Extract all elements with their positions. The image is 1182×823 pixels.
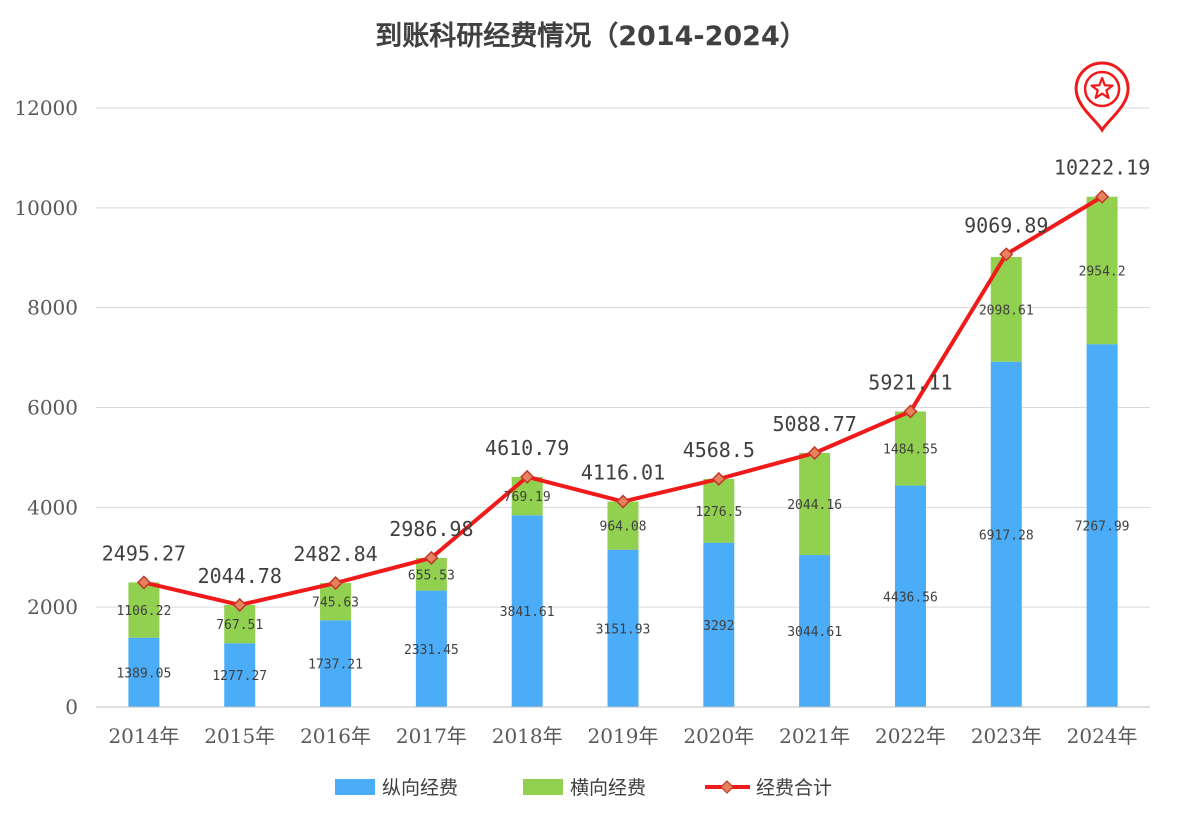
y-tick-label: 8000 <box>27 296 78 320</box>
bar-label-zongxiang: 4436.56 <box>883 590 938 605</box>
legend-label-total: 经费合计 <box>756 777 832 799</box>
total-point <box>903 404 918 419</box>
legend: 纵向经费 横向经费 经费合计 <box>335 777 832 799</box>
y-tick-label: 0 <box>65 695 78 719</box>
bar-zongxiang <box>320 620 352 707</box>
bar-hengxiang <box>703 478 735 543</box>
bar-label-hengxiang: 767.51 <box>216 618 263 633</box>
bar-zongxiang <box>607 549 639 707</box>
legend-swatch-zongxiang <box>335 779 375 795</box>
bar-label-hengxiang: 1484.55 <box>883 442 938 457</box>
total-point <box>136 575 151 590</box>
x-axis: 2014年 2015年 2016年 2017年 2018年 2019年 2020年 2021年… <box>96 706 1150 748</box>
bar-hengxiang <box>1086 196 1118 345</box>
pin-ring <box>1083 70 1121 108</box>
x-tick-label: 2017年 <box>396 724 467 748</box>
bar-zongxiang <box>1086 344 1118 707</box>
x-tick-label: 2018年 <box>492 724 563 748</box>
bar-zongxiang <box>415 590 447 707</box>
legend-swatch-hengxiang <box>523 779 563 795</box>
bar-label-zongxiang: 3292 <box>703 619 734 634</box>
y-tick-label: 12000 <box>14 96 78 120</box>
bar-hengxiang <box>607 501 639 550</box>
x-tick-label: 2014年 <box>108 724 179 748</box>
total-label: 5921.11 <box>868 370 952 394</box>
total-label: 4568.5 <box>683 438 755 462</box>
bar-label-hengxiang: 964.08 <box>600 520 647 535</box>
total-label: 5088.77 <box>772 412 856 436</box>
y-tick-label: 6000 <box>27 396 78 420</box>
total-point <box>615 494 631 509</box>
y-tick-label: 10000 <box>14 196 78 220</box>
x-tick-label: 2015年 <box>204 724 275 748</box>
y-tick-label: 2000 <box>27 595 78 619</box>
bar-zongxiang <box>703 542 735 707</box>
total-label: 4610.79 <box>485 436 569 460</box>
bar-zongxiang <box>799 555 831 707</box>
total-point <box>424 550 439 565</box>
bar-label-zongxiang: 3151.93 <box>596 622 651 637</box>
x-tick-label: 2019年 <box>588 724 659 748</box>
bar-label-hengxiang: 1276.5 <box>695 505 742 520</box>
bar-zongxiang <box>990 361 1022 707</box>
bar-label-zongxiang: 6917.28 <box>979 528 1034 543</box>
bar-zongxiang <box>511 515 543 707</box>
bar-label-zongxiang: 3044.61 <box>787 625 842 640</box>
bar-label-hengxiang: 769.19 <box>504 490 551 505</box>
bar-label-hengxiang: 1106.22 <box>117 604 172 619</box>
bar-label-zongxiang: 2331.45 <box>404 643 459 658</box>
chart-title: 到账科研经费情况（2014-2024） <box>375 21 807 52</box>
total-label: 2044.78 <box>198 564 282 588</box>
total-point <box>520 469 535 484</box>
bar-label-hengxiang: 2044.16 <box>787 498 842 513</box>
legend-label-zongxiang: 纵向经费 <box>382 777 458 799</box>
x-tick-label: 2024年 <box>1067 724 1138 748</box>
total-label: 2495.27 <box>102 541 186 565</box>
y-tick-label: 4000 <box>27 495 78 519</box>
bar-label-hengxiang: 745.63 <box>312 596 359 611</box>
bar-label-zongxiang: 7267.99 <box>1075 520 1130 535</box>
bar-label-hengxiang: 655.53 <box>408 568 455 583</box>
total-label: 2986.98 <box>389 517 473 541</box>
legend-label-hengxiang: 横向经费 <box>570 777 646 799</box>
bar-label-zongxiang: 1389.05 <box>117 666 172 681</box>
pin-star <box>1090 76 1114 100</box>
total-point <box>1095 189 1110 204</box>
x-tick-label: 2023年 <box>971 724 1042 748</box>
bar-label-hengxiang: 2098.61 <box>979 303 1034 318</box>
bar-zongxiang <box>224 643 256 707</box>
x-tick-label: 2020年 <box>683 724 754 748</box>
total-label: 9069.89 <box>964 213 1048 237</box>
x-tick-label: 2016年 <box>300 724 371 748</box>
bar-label-zongxiang: 3841.61 <box>500 605 555 620</box>
bar-zongxiang <box>128 637 160 707</box>
total-label: 2482.84 <box>293 542 377 566</box>
total-point <box>807 445 822 461</box>
total-label: 4116.01 <box>581 461 665 485</box>
total-point <box>999 247 1014 262</box>
data-labels: 1389.05 1106.22 1277.27 767.51 1737.21 745.63… <box>102 156 1150 684</box>
y-axis: 0 2000 4000 6000 8000 10000 12000 <box>14 96 78 719</box>
bar-zongxiang <box>894 485 926 707</box>
total-point <box>711 471 726 487</box>
bar-label-hengxiang: 2954.2 <box>1079 264 1126 279</box>
total-point <box>328 576 343 591</box>
total-label: 10222.19 <box>1054 156 1150 180</box>
bar-label-zongxiang: 1277.27 <box>212 669 267 684</box>
bar-hengxiang <box>799 452 831 556</box>
legend-marker-total <box>720 780 734 794</box>
total-point <box>232 597 247 612</box>
bar-hengxiang <box>894 411 926 486</box>
bar-label-zongxiang: 1737.21 <box>308 658 363 673</box>
x-tick-label: 2021年 <box>779 724 850 748</box>
total-line <box>136 189 1110 612</box>
x-tick-label: 2022年 <box>875 724 946 748</box>
bar-hengxiang <box>128 582 160 638</box>
star-map-pin-icon <box>1074 61 1130 133</box>
stacked-bars <box>128 196 1118 707</box>
